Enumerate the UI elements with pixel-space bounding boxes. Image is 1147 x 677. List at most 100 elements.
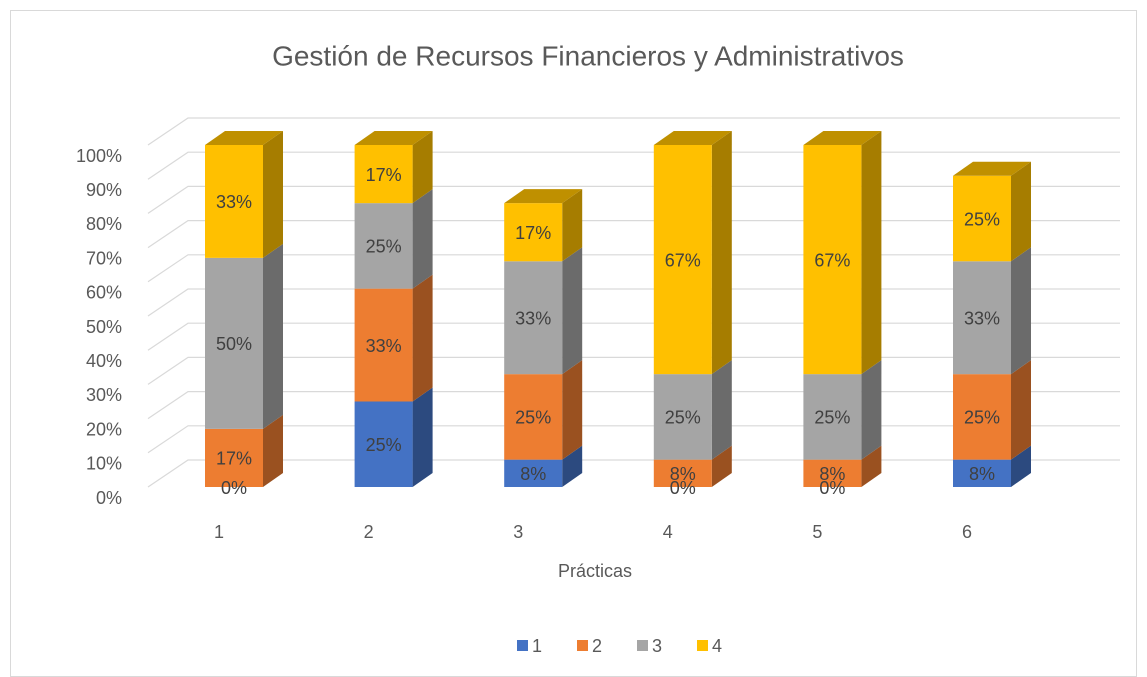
- data-label: 17%: [366, 165, 402, 185]
- y-tick-label: 100%: [76, 146, 122, 166]
- bar-segment: [803, 374, 862, 460]
- bar-side: [263, 131, 283, 258]
- data-label: 8%: [520, 464, 546, 484]
- data-label: 33%: [366, 336, 402, 356]
- data-label: 8%: [969, 464, 995, 484]
- bar-segment: [205, 145, 263, 258]
- x-axis-title: Prácticas: [558, 561, 632, 581]
- data-label: 25%: [366, 435, 402, 455]
- legend-swatch: [697, 640, 708, 651]
- bar-side: [562, 445, 583, 487]
- bar-segment: [653, 145, 712, 375]
- bar-side: [562, 189, 583, 262]
- y-tick-label: 70%: [86, 248, 122, 268]
- bar-side: [711, 445, 732, 487]
- bar-segment: [504, 374, 563, 460]
- data-label: 25%: [814, 408, 850, 428]
- data-label: 0%: [670, 478, 696, 498]
- bar-top: [354, 131, 433, 145]
- bar-segment: [653, 459, 712, 487]
- data-label: 25%: [665, 408, 701, 428]
- data-label: 25%: [366, 237, 402, 257]
- bar-side: [861, 360, 882, 460]
- legend-swatch: [517, 640, 528, 651]
- bar-segment: [205, 428, 263, 487]
- y-tick-label: 40%: [86, 351, 122, 371]
- x-tick-label: 1: [214, 522, 224, 542]
- bar-side: [412, 131, 433, 204]
- bar-side: [711, 131, 732, 375]
- data-label: 8%: [819, 464, 845, 484]
- bar-segment: [953, 459, 1011, 487]
- bar-side: [1011, 445, 1031, 487]
- legend-swatch: [577, 640, 588, 651]
- data-label: 25%: [964, 408, 1000, 428]
- bar-top: [504, 189, 583, 204]
- data-label: 8%: [670, 464, 696, 484]
- data-label: 67%: [814, 250, 850, 270]
- legend-label: 4: [712, 636, 722, 656]
- x-tick-label: 5: [812, 522, 822, 542]
- bar-segment: [504, 261, 563, 375]
- y-tick-label: 30%: [86, 385, 122, 405]
- bar-top: [803, 131, 882, 145]
- x-tick-label: 4: [663, 522, 673, 542]
- y-tick-label: 90%: [86, 180, 122, 200]
- data-label: 33%: [964, 308, 1000, 328]
- data-label: 17%: [216, 449, 252, 469]
- y-tick-label: 0%: [96, 488, 122, 508]
- y-tick-label: 20%: [86, 419, 122, 439]
- bar-top: [953, 161, 1031, 176]
- bar-top: [653, 131, 732, 145]
- y-tick-label: 10%: [86, 454, 122, 474]
- bar-side: [1011, 360, 1031, 460]
- grid-line: [147, 117, 1120, 146]
- bar-side: [412, 189, 433, 289]
- bar-side: [1011, 247, 1031, 375]
- data-label: 0%: [819, 478, 845, 498]
- bar-segment: [953, 374, 1011, 460]
- bar-segment: [205, 257, 263, 429]
- bar-side: [861, 445, 882, 487]
- bar-side: [861, 131, 882, 375]
- bar-segment: [354, 203, 413, 289]
- bar-segment: [504, 459, 563, 487]
- data-label: 0%: [221, 478, 247, 498]
- x-tick-label: 6: [962, 522, 972, 542]
- chart-title: Gestión de Recursos Financieros y Admini…: [272, 40, 904, 71]
- x-tick-label: 3: [513, 522, 523, 542]
- data-label: 17%: [515, 223, 551, 243]
- bar-side: [1011, 161, 1031, 262]
- bar-segment: [653, 374, 712, 460]
- data-label: 50%: [216, 334, 252, 354]
- bar-top: [205, 131, 283, 145]
- bar-segment: [354, 401, 413, 487]
- data-label: 25%: [964, 209, 1000, 229]
- bar-side: [711, 360, 732, 460]
- legend-label: 1: [532, 636, 542, 656]
- data-label: 33%: [216, 192, 252, 212]
- bar-side: [562, 247, 583, 375]
- legend-label: 2: [592, 636, 602, 656]
- bar-segment: [953, 261, 1011, 375]
- bar-side: [263, 414, 283, 487]
- legend-swatch: [637, 640, 648, 651]
- data-label: 67%: [665, 250, 701, 270]
- data-label: 33%: [515, 308, 551, 328]
- data-label: 25%: [515, 408, 551, 428]
- bar-segment: [504, 203, 563, 262]
- bar-segment: [803, 459, 862, 487]
- bar-side: [263, 243, 283, 429]
- bar-side: [562, 360, 583, 460]
- y-tick-label: 60%: [86, 283, 122, 303]
- bar-segment: [354, 288, 413, 402]
- y-tick-label: 50%: [86, 317, 122, 337]
- y-tick-label: 80%: [86, 214, 122, 234]
- bar-segment: [354, 145, 413, 204]
- bar-segment: [953, 175, 1011, 262]
- bar-segment: [803, 145, 862, 375]
- bar-side: [412, 274, 433, 402]
- x-tick-label: 2: [364, 522, 374, 542]
- legend-label: 3: [652, 636, 662, 656]
